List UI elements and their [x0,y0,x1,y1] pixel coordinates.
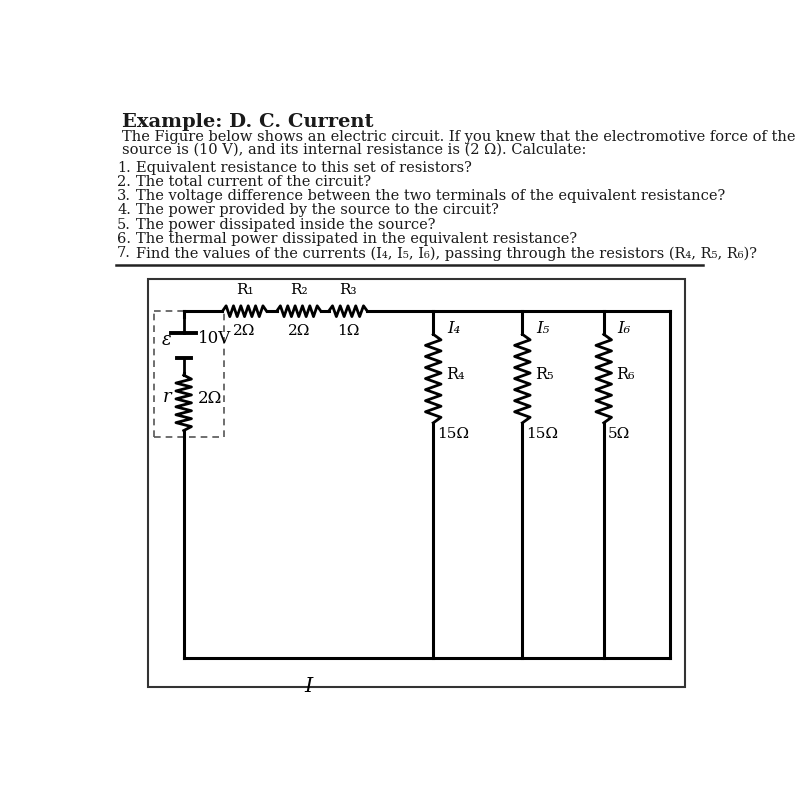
Text: R₂: R₂ [290,283,308,298]
Text: 1Ω: 1Ω [337,323,359,338]
Text: 2Ω: 2Ω [234,323,256,338]
Text: ε: ε [162,331,171,350]
Text: I₄: I₄ [447,321,461,338]
Text: 15Ω: 15Ω [437,426,469,441]
Text: 2.: 2. [117,175,131,189]
Text: source is (10 V), and its internal resistance is (2 Ω). Calculate:: source is (10 V), and its internal resis… [122,142,586,156]
Text: R₅: R₅ [534,366,554,383]
Text: 4.: 4. [117,203,131,218]
Text: The total current of the circuit?: The total current of the circuit? [136,175,370,189]
Text: 5Ω: 5Ω [608,426,630,441]
Text: 6.: 6. [117,232,131,246]
Text: 3.: 3. [117,189,131,203]
Text: 7.: 7. [117,246,131,260]
Text: R₃: R₃ [339,283,357,298]
Text: Equivalent resistance to this set of resistors?: Equivalent resistance to this set of res… [136,161,471,174]
Text: I₅: I₅ [536,321,550,338]
Text: The power provided by the source to the circuit?: The power provided by the source to the … [136,203,498,218]
Text: 2Ω: 2Ω [288,323,310,338]
Text: The Figure below shows an electric circuit. If you knew that the electromotive f: The Figure below shows an electric circu… [122,130,795,144]
Text: 15Ω: 15Ω [526,426,558,441]
Bar [148,279,685,687]
Text: The voltage difference between the two terminals of the equivalent resistance?: The voltage difference between the two t… [136,189,725,203]
Text: 10V: 10V [198,330,231,347]
Text: 2Ω: 2Ω [198,390,222,407]
Text: 5.: 5. [117,218,131,232]
Text: r: r [162,388,171,406]
Text: The power dissipated inside the source?: The power dissipated inside the source? [136,218,435,232]
Text: Example: D. C. Current: Example: D. C. Current [122,113,373,131]
Text: R₆: R₆ [616,366,634,383]
Text: 1.: 1. [118,161,131,174]
Text: R₁: R₁ [236,283,254,298]
Text: R₄: R₄ [446,366,464,383]
Text: The thermal power dissipated in the equivalent resistance?: The thermal power dissipated in the equi… [136,232,577,246]
Text: I₆: I₆ [618,321,631,338]
Text: Find the values of the currents (I₄, I₅, I₆), passing through the resistors (R₄,: Find the values of the currents (I₄, I₅,… [136,246,757,261]
Text: I: I [304,678,313,696]
